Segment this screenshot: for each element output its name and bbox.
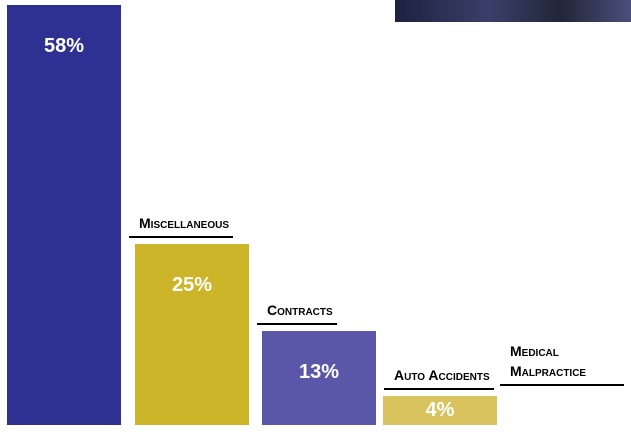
category-label: Medical Malpractice: [500, 341, 624, 386]
category-label: Contracts: [257, 300, 337, 325]
bar: [135, 244, 249, 425]
category-label: Miscellaneous: [129, 213, 233, 238]
value-label: 4%: [383, 399, 497, 422]
value-label: 25%: [135, 274, 249, 297]
photo: [395, 0, 631, 22]
chart: 58% Miscellaneous 25% Contracts 13% Auto Acci…: [0, 0, 631, 435]
value-label: 13%: [262, 361, 376, 384]
value-label: 58%: [7, 35, 121, 58]
category-label: Auto Accidents: [384, 365, 494, 390]
bar: [7, 5, 121, 425]
